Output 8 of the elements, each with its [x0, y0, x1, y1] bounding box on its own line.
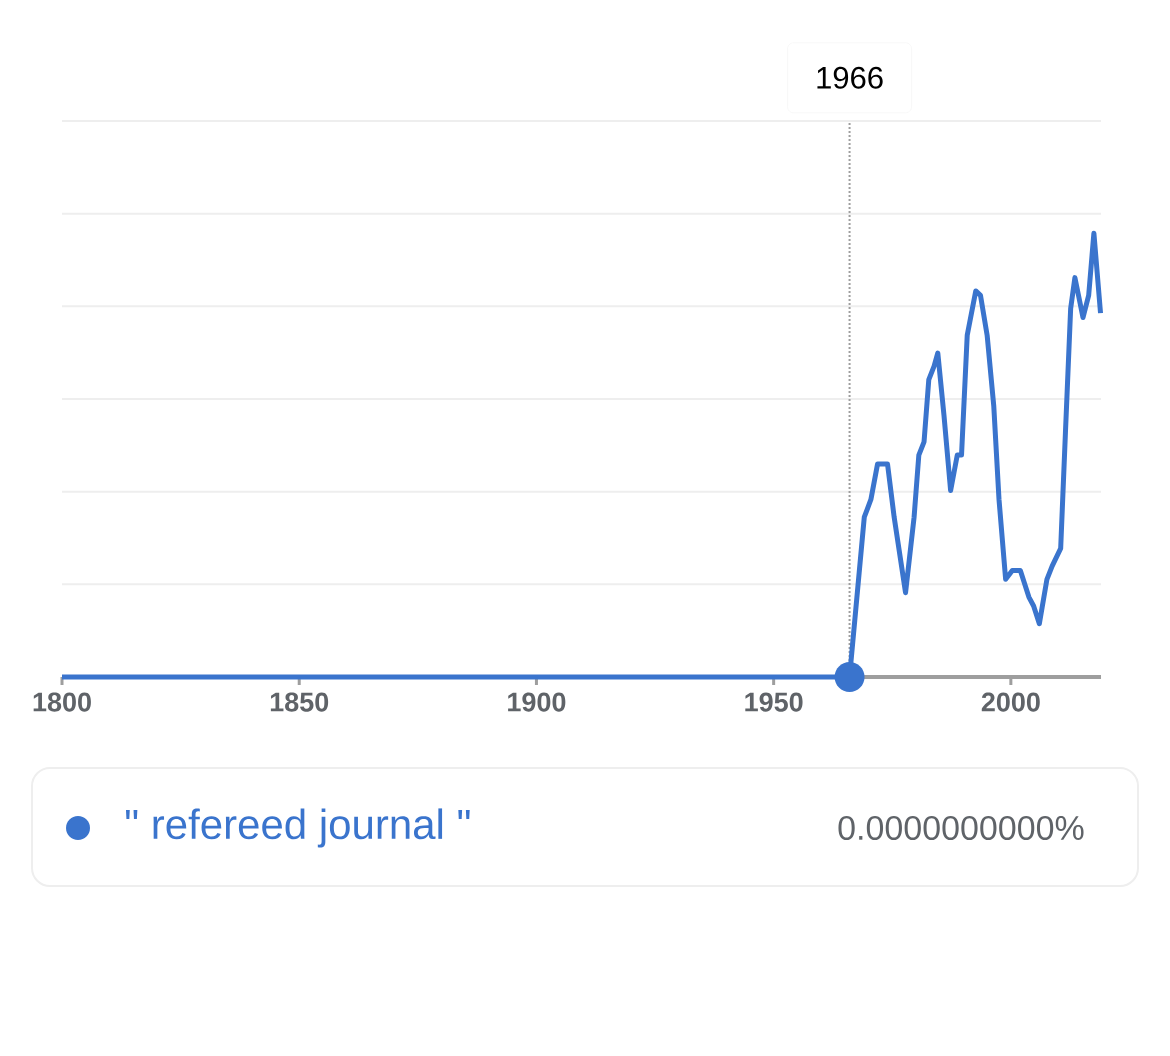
x-tick-label: 1850 — [270, 692, 329, 712]
x-tick-label: 1950 — [745, 692, 803, 712]
x-tick-label: 2000 — [981, 692, 1040, 712]
x-tick-label: 1800 — [33, 692, 91, 712]
ref-line-label: 1966 — [817, 66, 883, 89]
x-tick-label: 1900 — [508, 692, 566, 712]
text: 0.0000000000% — [838, 815, 1084, 841]
legend-label: " refereed journal " — [125, 808, 470, 848]
